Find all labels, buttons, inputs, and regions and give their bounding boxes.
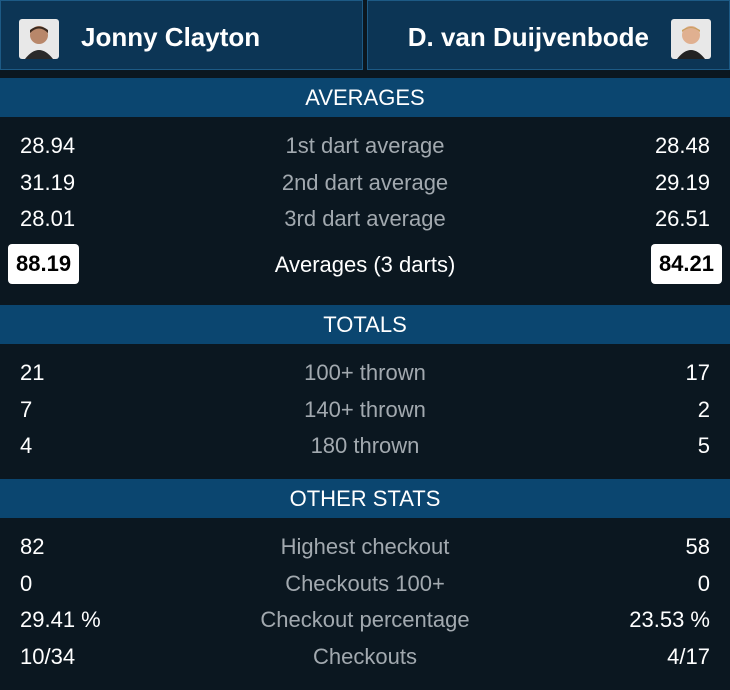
stat-label: 3rd dart average — [284, 206, 446, 231]
stat-row: 0 Checkouts 100+ 0 — [0, 566, 730, 603]
right-avatar — [671, 19, 711, 59]
left-value: 28.94 — [20, 133, 76, 158]
stat-label: 180 thrown — [310, 433, 420, 458]
stat-label: Checkouts 100+ — [285, 570, 445, 596]
stat-label: 2nd dart average — [281, 169, 449, 195]
summary-row: 88.19 Averages (3 darts) 84.21 — [0, 238, 730, 291]
stat-row: 29.41 % Checkout percentage 23.53 % — [0, 602, 730, 639]
left-value: 21 — [20, 360, 45, 385]
stat-row: 10/34 Checkouts 4/17 — [0, 639, 730, 676]
stats: AVERAGES 28.94 1st dart average 28.48 31.19 2… — [0, 78, 730, 690]
right-value: 5 — [697, 433, 710, 458]
stat-row: 7 140+ thrown 2 — [0, 392, 730, 429]
left-value: 0 — [20, 570, 33, 596]
section-body: 21 100+ thrown 17 7 140+ thrown 2 4 180 thrown 5 — [0, 344, 730, 479]
section-body: 82 Highest checkout 58 0 Checkouts 100+ 0 29.4… — [0, 518, 730, 690]
stat-label: Highest checkout — [280, 534, 450, 559]
left-value: 28.01 — [20, 206, 76, 231]
right-value: 17 — [685, 360, 710, 385]
stat-row: 31.19 2nd dart average 29.19 — [0, 165, 730, 202]
left-value: 82 — [20, 534, 45, 559]
right-value: 2 — [697, 396, 710, 422]
left-value: 29.41 % — [20, 607, 101, 632]
section-title: OTHER STATS — [0, 479, 730, 518]
stat-label: 100+ thrown — [304, 360, 426, 385]
stat-row: 28.94 1st dart average 28.48 — [0, 128, 730, 165]
section-title: AVERAGES — [0, 78, 730, 117]
stat-label: 140+ thrown — [304, 396, 426, 422]
right-player-panel: D. van Duijvenbode — [367, 0, 730, 70]
right-value: 0 — [697, 570, 710, 596]
left-value: 88.19 — [8, 243, 80, 284]
left-player-name: Jonny Clayton — [81, 22, 261, 52]
right-player-name: D. van Duijvenbode — [407, 22, 649, 52]
right-value: 28.48 — [654, 133, 710, 158]
right-value: 4/17 — [667, 643, 710, 669]
right-value: 26.51 — [654, 206, 710, 231]
left-value: 4 — [20, 433, 33, 458]
left-avatar — [19, 19, 59, 59]
left-player-panel: Jonny Clayton — [0, 0, 363, 70]
stat-label: 1st dart average — [285, 133, 445, 158]
left-value: 7 — [20, 396, 33, 422]
section-title: TOTALS — [0, 305, 730, 344]
stat-label: Checkout percentage — [260, 607, 470, 632]
stat-row: 82 Highest checkout 58 — [0, 529, 730, 566]
stat-row: 21 100+ thrown 17 — [0, 355, 730, 392]
right-value: 58 — [685, 534, 710, 559]
stat-row: 4 180 thrown 5 — [0, 428, 730, 465]
left-value: 10/34 — [20, 643, 76, 669]
right-value: 84.21 — [650, 243, 722, 284]
stat-label: Averages (3 darts) — [274, 251, 456, 277]
header: Jonny Clayton D. van Duijvenbode — [0, 0, 730, 72]
stat-row: 28.01 3rd dart average 26.51 — [0, 201, 730, 238]
right-value: 29.19 — [654, 169, 710, 195]
stat-label: Checkouts — [313, 643, 417, 669]
section-body: 28.94 1st dart average 28.48 31.19 2nd dart … — [0, 117, 730, 305]
left-value: 31.19 — [20, 169, 76, 195]
right-value: 23.53 % — [629, 607, 710, 632]
